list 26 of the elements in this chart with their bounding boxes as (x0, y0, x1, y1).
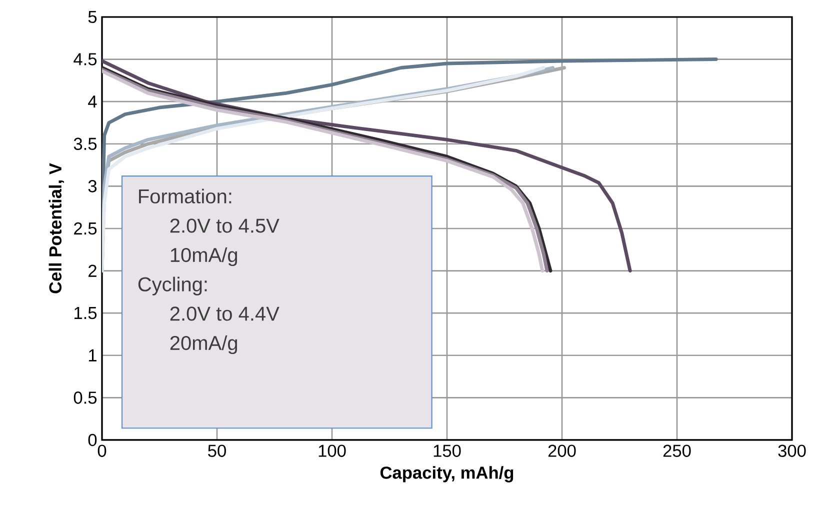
annotation: 20mA/g (170, 335, 238, 354)
x-tick-label: 300 (778, 444, 806, 457)
y-tick-label: 5 (88, 10, 97, 24)
x-tick-label: 100 (318, 444, 346, 457)
x-tick-label: 250 (663, 444, 691, 457)
y-tick-label: 1 (88, 349, 96, 362)
annotation: Cycling: (138, 276, 207, 296)
annotation: 10mA/g (170, 247, 238, 266)
x-tick-label: 50 (208, 444, 226, 457)
annotation: 2.0V to 4.5V (170, 218, 280, 233)
x-tick-label: 150 (434, 444, 461, 457)
x-tick-label: 0 (98, 444, 106, 457)
y-tick-label: 3.5 (74, 138, 97, 150)
y-tick-label: 4.5 (74, 53, 97, 66)
y-tick-label: 1.5 (74, 307, 97, 320)
x-tick-label: 200 (548, 444, 576, 457)
y-tick-label: 3 (88, 180, 97, 192)
y-tick-label: 2.5 (74, 222, 97, 235)
annotation: Formation: (139, 188, 232, 204)
y-tick-label: 0 (88, 434, 97, 446)
y-tick-label: 2 (88, 264, 96, 277)
y-axis-title: Cell Potential, V (48, 163, 64, 294)
y-tick-label: 0.5 (74, 392, 97, 404)
x-axis-title: Capacity, mAh/g (380, 466, 514, 482)
annotation: 2.0V to 4.4V (170, 306, 280, 321)
y-tick-label: 4 (88, 96, 97, 108)
